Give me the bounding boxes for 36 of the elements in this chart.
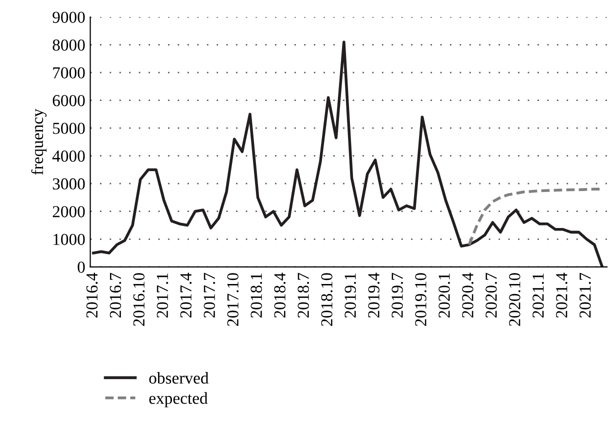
- x-tick-label: 2019.7: [392, 272, 403, 318]
- y-tick-label: 1000: [54, 234, 85, 246]
- x-tick-label: 2021.1: [532, 273, 544, 318]
- x-tick-label: 2017.7: [204, 272, 216, 318]
- y-tick-label: 6000: [52, 95, 85, 106]
- x-tick-label: 2021.7: [580, 272, 591, 318]
- x-tick-label: 2016.4: [86, 272, 98, 318]
- x-tick-label: 2020.10: [509, 273, 520, 326]
- x-tick-label: 2019.4: [368, 272, 380, 318]
- y-tick-label: 3000: [52, 178, 85, 190]
- x-tick-label: 2019.10: [415, 273, 426, 326]
- x-tick-label: 2017.10: [227, 273, 239, 326]
- y-tick-label: 7000: [53, 67, 85, 78]
- y-tick-label: 9000: [52, 12, 85, 23]
- x-tick-label: 2016.7: [110, 272, 122, 318]
- x-tick-label: 2020.7: [486, 272, 497, 318]
- y-tick-label: 4000: [52, 150, 85, 162]
- y-tick-label: 2000: [52, 206, 85, 218]
- x-tick-label: 2021.4: [556, 272, 568, 318]
- x-tick-label: 2018.1: [250, 273, 262, 318]
- x-tick-label: 2020.4: [462, 272, 474, 318]
- x-tick-label: 2018.10: [321, 273, 333, 326]
- y-tick-label: 8000: [52, 39, 85, 51]
- line-series: [92, 40, 604, 267]
- y-tick-label: 5000: [53, 122, 85, 134]
- x-tick-label: 2020.1: [438, 273, 450, 318]
- x-tick-label: 2018.4: [274, 272, 286, 318]
- y-axis-title: frequency: [31, 108, 47, 175]
- x-tick-label: 2016.10: [133, 273, 145, 326]
- x-tick-label: 2019.1: [344, 273, 356, 318]
- legend-label: observed: [149, 372, 209, 384]
- y-tick-label: 0: [78, 262, 85, 273]
- x-tick-label: 2018.7: [298, 272, 310, 318]
- legend-label: expected: [149, 392, 208, 408]
- x-tick-label: 2017.1: [156, 273, 168, 318]
- x-tick-label: 2017.4: [180, 272, 192, 318]
